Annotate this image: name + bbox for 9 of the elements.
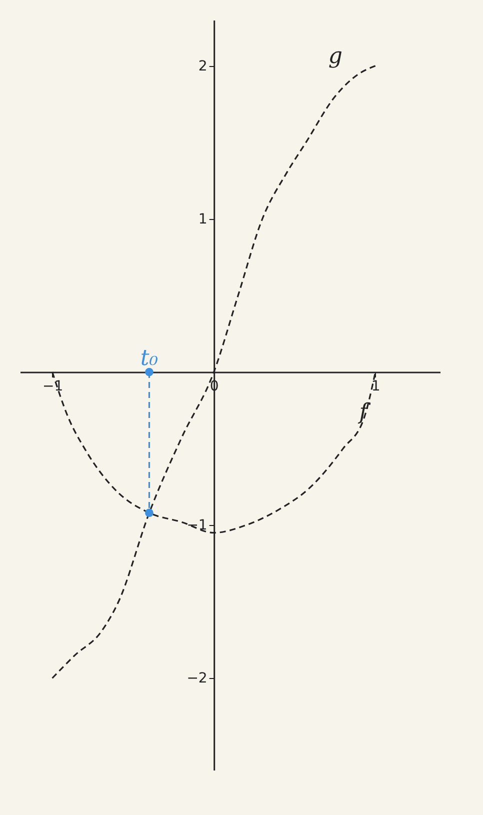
series-label: t₀	[140, 346, 158, 372]
y-tick-label: 2	[198, 58, 208, 74]
series-label: g	[328, 44, 342, 69]
y-tick-label: −2	[186, 670, 208, 687]
series-label: f	[357, 400, 372, 426]
y-tick-label: −1	[186, 518, 208, 534]
y-tick-label: 1	[198, 211, 208, 228]
x-tick-label: −1	[42, 378, 64, 395]
x-tick-label: 1	[371, 378, 380, 395]
